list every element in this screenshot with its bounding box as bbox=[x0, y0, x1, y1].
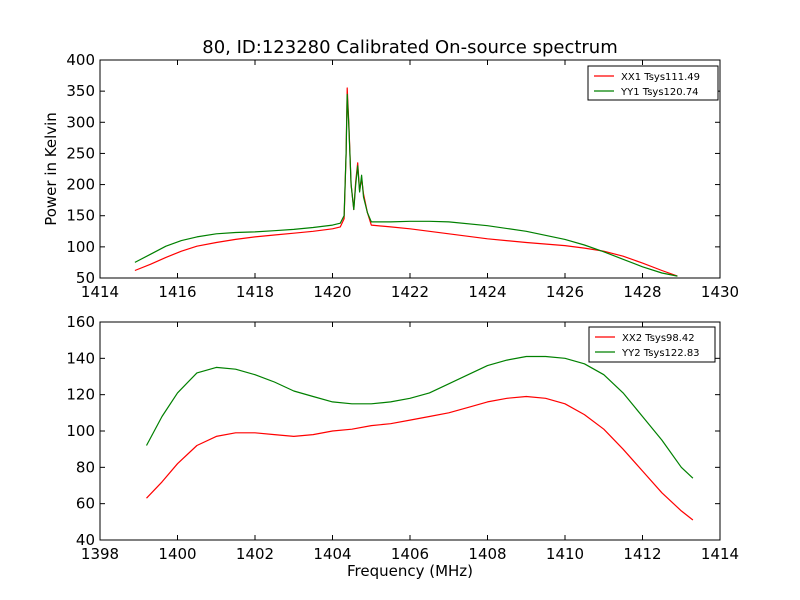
top-y-tick-label: 350 bbox=[66, 82, 95, 100]
top-y-tick-label: 50 bbox=[76, 269, 95, 287]
bottom-legend-label-1: XX2 Tsys98.42 bbox=[622, 333, 695, 344]
top-legend-label-2: YY1 Tsys120.74 bbox=[620, 87, 699, 98]
top-y-tick-label: 200 bbox=[66, 176, 95, 194]
bottom-y-tick-label: 80 bbox=[76, 458, 95, 476]
top-x-tick-label: 1416 bbox=[158, 283, 196, 301]
top-y-axis-label: Power in Kelvin bbox=[42, 112, 60, 226]
top-series-line-2 bbox=[134, 93, 678, 277]
top-y-tick-label: 150 bbox=[66, 207, 95, 225]
bottom-x-tick-label: 1398 bbox=[81, 545, 119, 563]
bottom-x-tick-label: 1406 bbox=[391, 545, 429, 563]
top-y-tick-label: 300 bbox=[66, 113, 95, 131]
bottom-legend: XX2 Tsys98.42 YY2 Tsys122.83 bbox=[588, 326, 716, 363]
bottom-x-tick-label: 1400 bbox=[158, 545, 196, 563]
top-y-tick-label: 400 bbox=[66, 51, 95, 69]
bottom-x-tick-label: 1414 bbox=[701, 545, 739, 563]
bottom-panel: 1398 1400 1402 1404 1406 1408 1410 1412 1414 40 60… bbox=[66, 313, 739, 580]
bottom-y-tick-label: 40 bbox=[76, 531, 95, 549]
bottom-y-tick-label: 140 bbox=[66, 349, 95, 367]
bottom-x-tick-label: 1412 bbox=[623, 545, 661, 563]
top-legend-box bbox=[587, 65, 719, 101]
top-x-tick-label: 1422 bbox=[391, 283, 429, 301]
bottom-y-tick-label: 160 bbox=[66, 313, 95, 331]
bottom-legend-label-2: YY2 Tsys122.83 bbox=[621, 348, 700, 359]
top-panel: 1414 1416 1418 1420 1422 1424 1426 1428 1430 50 10… bbox=[42, 51, 739, 301]
chart-title: 80, ID:123280 Calibrated On-source spect… bbox=[202, 37, 618, 58]
bottom-series-line-1 bbox=[146, 395, 694, 521]
bottom-x-tick-label: 1408 bbox=[468, 545, 506, 563]
top-x-tick-label: 1418 bbox=[236, 283, 274, 301]
top-x-tick-label: 1424 bbox=[468, 283, 506, 301]
top-y-tick-label: 100 bbox=[66, 238, 95, 256]
bottom-legend-box bbox=[588, 326, 716, 363]
top-x-tick-label: 1428 bbox=[623, 283, 661, 301]
bottom-x-tick-label: 1410 bbox=[546, 545, 584, 563]
bottom-series-line-2 bbox=[145, 355, 694, 479]
top-x-tick-label: 1414 bbox=[81, 283, 119, 301]
top-x-tick-label: 1426 bbox=[546, 283, 584, 301]
bottom-y-tick-label: 120 bbox=[66, 386, 95, 404]
top-legend-label-1: XX1 Tsys111.49 bbox=[621, 72, 700, 83]
bottom-x-tick-label: 1404 bbox=[313, 545, 351, 563]
top-x-tick-label: 1430 bbox=[701, 283, 739, 301]
bottom-y-tick-label: 100 bbox=[66, 422, 95, 440]
top-x-tick-label: 1420 bbox=[313, 283, 351, 301]
bottom-y-tick-label: 60 bbox=[76, 495, 95, 513]
top-legend: XX1 Tsys111.49 YY1 Tsys120.74 bbox=[587, 65, 719, 101]
bottom-x-tick-label: 1402 bbox=[236, 545, 274, 563]
bottom-x-axis-label: Frequency (MHz) bbox=[347, 562, 473, 580]
top-y-tick-label: 250 bbox=[66, 144, 95, 162]
